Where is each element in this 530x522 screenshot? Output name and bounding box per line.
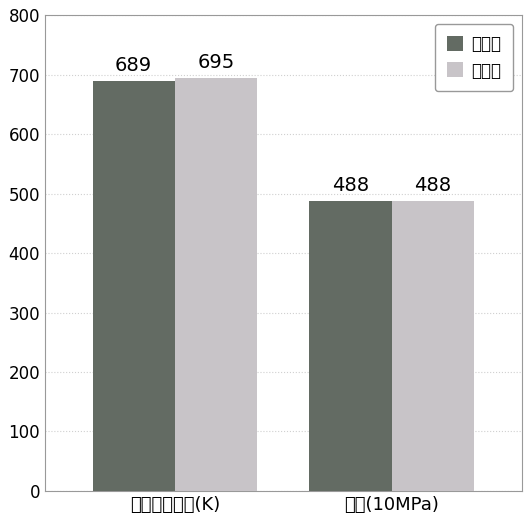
Bar (309, 201, 392, 491)
Text: 488: 488 (332, 176, 369, 195)
Text: 689: 689 (115, 56, 152, 75)
Legend: 测试値, 预测値: 测试値, 预测値 (435, 23, 514, 91)
Bar (93, 81, 175, 491)
Text: 488: 488 (414, 176, 452, 195)
Bar (175, 78, 257, 491)
Text: 695: 695 (198, 53, 235, 72)
Bar (392, 201, 474, 491)
